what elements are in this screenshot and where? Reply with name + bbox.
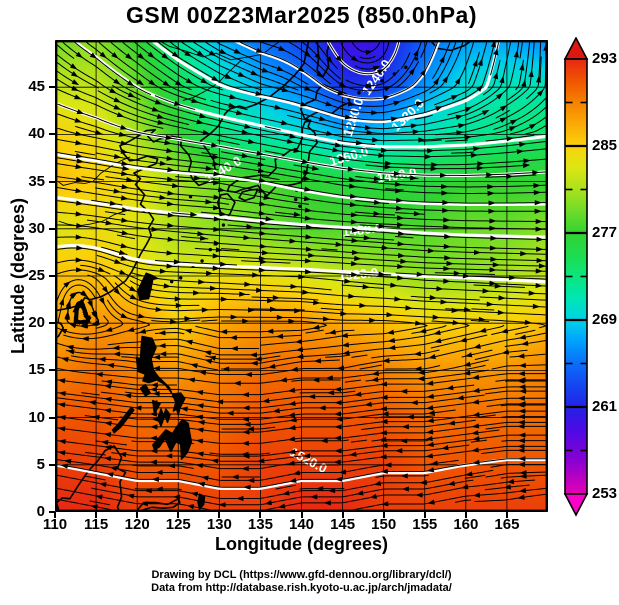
y-tick-label: 5: [36, 455, 45, 473]
x-tick-label: 155: [412, 516, 438, 533]
colorbar-under-arrow: [563, 493, 589, 517]
y-tick-mark: [49, 416, 55, 419]
credit-line-1: Drawing by DCL (https://www.gfd-dennou.o…: [151, 569, 452, 581]
x-tick-label: 140: [288, 516, 315, 533]
x-tick-label: 130: [206, 516, 232, 533]
y-tick-label: 30: [28, 219, 45, 237]
y-tick-label: 0: [36, 503, 45, 520]
colorbar-tick-label: 261: [592, 398, 618, 415]
x-tick-mark: [259, 512, 262, 518]
colorbar-tick-label: 277: [592, 224, 618, 241]
x-tick-mark: [300, 512, 303, 518]
y-tick-label: 45: [28, 78, 45, 96]
y-tick-mark: [49, 463, 55, 466]
y-tick-mark: [49, 511, 55, 513]
x-tick-mark: [382, 512, 385, 518]
credits: Drawing by DCL (https://www.gfd-dennou.o…: [55, 569, 548, 595]
x-tick-label: 150: [371, 516, 397, 533]
colorbar: [562, 36, 590, 522]
y-tick-label: 15: [28, 361, 45, 379]
x-tick-label: 145: [330, 516, 356, 533]
y-tick-mark: [49, 227, 55, 230]
y-axis-title: Latitude (degrees): [8, 197, 28, 355]
y-tick-mark: [49, 369, 55, 372]
y-tick-mark: [49, 322, 55, 325]
x-tick-mark: [218, 512, 221, 518]
x-tick-label: 165: [494, 516, 520, 533]
colorbar-tick-label: 293: [592, 50, 618, 67]
x-tick-label: 120: [124, 516, 150, 533]
x-tick-mark: [54, 512, 56, 518]
y-tick-label: 40: [28, 125, 45, 143]
map-canvas: [55, 40, 548, 512]
x-tick-label: 135: [247, 516, 273, 533]
x-tick-label: 110: [42, 516, 68, 533]
colorbar-tick-label: 269: [592, 311, 618, 328]
y-tick-label: 25: [28, 267, 45, 284]
x-tick-mark: [505, 512, 508, 518]
y-tick-label: 35: [28, 172, 45, 190]
y-tick-label: 20: [28, 314, 45, 332]
y-tick-label: 10: [28, 408, 45, 426]
x-tick-mark: [136, 512, 139, 518]
x-tick-mark: [95, 512, 98, 518]
y-tick-mark: [49, 180, 55, 183]
x-tick-mark: [464, 512, 467, 518]
y-tick-mark: [49, 133, 55, 136]
page-title: GSM 00Z23Mar2025 (850.0hPa): [125, 2, 477, 28]
credit-line-2: Data from http://database.rish.kyoto-u.a…: [151, 582, 452, 594]
x-tick-label: 115: [83, 516, 109, 533]
colorbar-tick-label: 253: [592, 485, 618, 502]
x-tick-mark: [177, 512, 180, 518]
y-tick-mark: [49, 86, 55, 89]
colorbar-tick-label: 285: [592, 137, 618, 154]
x-tick-label: 125: [165, 516, 191, 533]
map-plot: [55, 40, 548, 512]
x-tick-mark: [341, 512, 344, 518]
x-axis-title: Longitude (degrees): [214, 534, 388, 554]
y-tick-mark: [49, 275, 55, 277]
colorbar-over-arrow: [563, 36, 589, 60]
colorbar-svg: [563, 36, 589, 517]
x-tick-label: 160: [453, 516, 479, 533]
x-tick-mark: [423, 512, 426, 518]
